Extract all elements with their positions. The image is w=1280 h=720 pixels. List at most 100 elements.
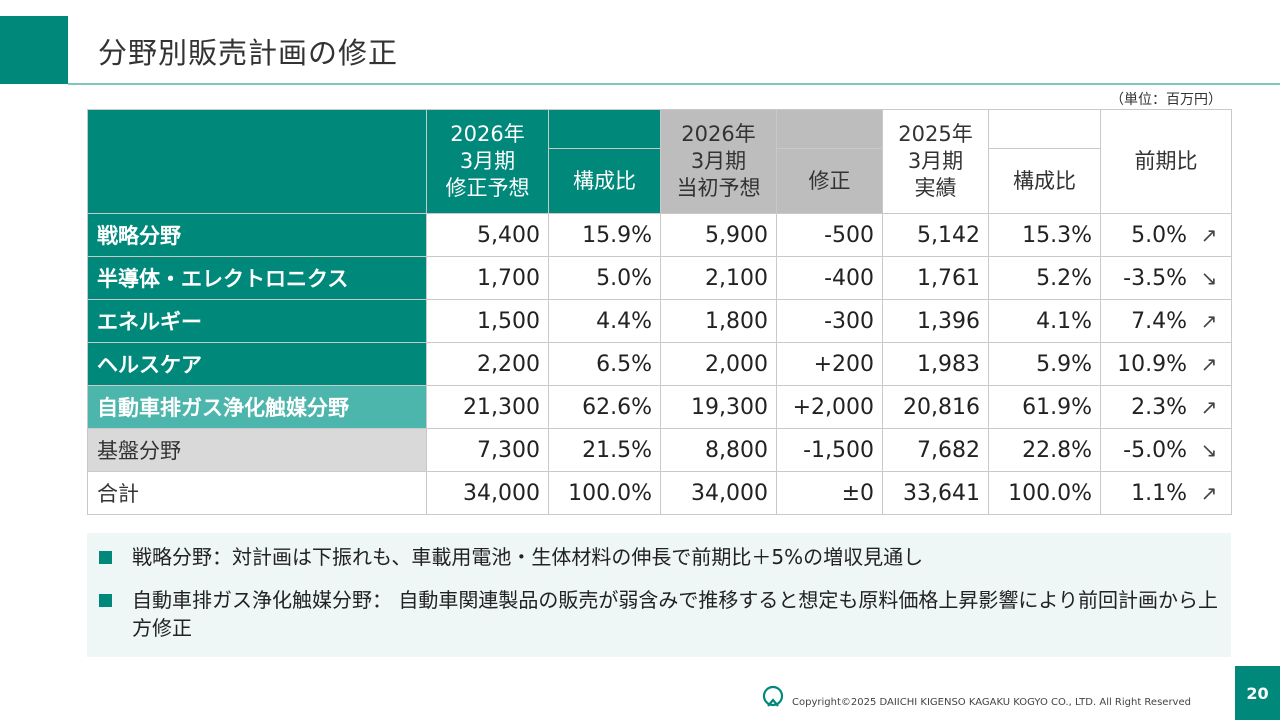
header-composition2: 構成比: [988, 148, 1101, 214]
page-title: 分野別販売計画の修正: [98, 36, 399, 70]
row-label: エネルギー: [87, 299, 427, 343]
cell-revision: ±0: [776, 471, 883, 515]
trend-up-icon: ↗: [1200, 480, 1218, 505]
unit-label: （単位：百万円）: [1110, 92, 1222, 108]
cell-initial: 2,100: [660, 256, 777, 300]
cell-actual: 7,682: [882, 428, 989, 472]
header-composition2-top: [988, 109, 1101, 149]
cell-ratio: 21.5%: [548, 428, 661, 472]
cell-ratio: 5.0%: [548, 256, 661, 300]
header-forecast-revised-text: 2026年 3月期 修正予想: [445, 122, 530, 200]
page-number: 20: [1235, 666, 1280, 720]
cell-revised: 1,500: [426, 299, 549, 343]
title-underline: [68, 83, 1280, 85]
note-text: 自動車排ガス浄化触媒分野： 自動車関連製品の販売が弱含みで推移すると想定も原料価…: [132, 588, 1218, 640]
cell-initial: 2,000: [660, 342, 777, 386]
cell-actual-ratio: 5.2%: [988, 256, 1101, 300]
trend-down-icon: ↘: [1200, 437, 1218, 462]
sales-plan-table: 2026年 3月期 修正予想 2026年 3月期 当初予想 2025年 3月期 …: [87, 109, 1232, 515]
cell-yoy: 2.3% ↗: [1100, 385, 1232, 429]
trend-up-icon: ↗: [1200, 222, 1218, 247]
cell-yoy: 5.0% ↗: [1100, 213, 1232, 257]
cell-revision: +200: [776, 342, 883, 386]
header-yoy: 前期比: [1100, 109, 1232, 214]
yoy-value: 1.1%: [1131, 480, 1187, 506]
header-composition1: 構成比: [548, 148, 661, 214]
cell-actual-ratio: 5.9%: [988, 342, 1101, 386]
cell-actual-ratio: 4.1%: [988, 299, 1101, 343]
cell-revised: 21,300: [426, 385, 549, 429]
table-row: 自動車排ガス浄化触媒分野 21,300 62.6% 19,300 +2,000 …: [87, 385, 1232, 429]
cell-actual: 1,396: [882, 299, 989, 343]
cell-actual: 33,641: [882, 471, 989, 515]
cell-revised: 34,000: [426, 471, 549, 515]
header-composition1-top: [548, 109, 661, 149]
trend-up-icon: ↗: [1200, 308, 1218, 333]
row-label: 自動車排ガス浄化触媒分野: [87, 385, 427, 429]
header-revision: 修正: [776, 148, 883, 214]
header-revision-top: [776, 109, 883, 149]
cell-revised: 7,300: [426, 428, 549, 472]
cell-ratio: 6.5%: [548, 342, 661, 386]
yoy-value: 5.0%: [1131, 222, 1187, 248]
header-forecast-initial-text: 2026年 3月期 当初予想: [676, 122, 761, 200]
cell-revised: 5,400: [426, 213, 549, 257]
cell-actual-ratio: 15.3%: [988, 213, 1101, 257]
notes-box: 戦略分野：対計画は下振れも、車載用電池・生体材料の伸長で前期比＋5%の増収見通し…: [87, 533, 1231, 657]
header-forecast-initial: 2026年 3月期 当初予想: [660, 109, 777, 214]
table-row: 合計 34,000 100.0% 34,000 ±0 33,641 100.0%…: [87, 471, 1232, 515]
table-row: ヘルスケア 2,200 6.5% 2,000 +200 1,983 5.9% 1…: [87, 342, 1232, 386]
header-actual-prev-text: 2025年 3月期 実績: [898, 122, 973, 200]
note-item: 自動車排ガス浄化触媒分野： 自動車関連製品の販売が弱含みで推移すると想定も原料価…: [99, 586, 1219, 642]
header-actual-prev: 2025年 3月期 実績: [882, 109, 989, 214]
cell-ratio: 100.0%: [548, 471, 661, 515]
cell-revised: 2,200: [426, 342, 549, 386]
cell-revision: +2,000: [776, 385, 883, 429]
cell-initial: 5,900: [660, 213, 777, 257]
cell-yoy: 1.1% ↗: [1100, 471, 1232, 515]
cell-initial: 1,800: [660, 299, 777, 343]
square-bullet-icon: [99, 551, 112, 564]
trend-down-icon: ↘: [1200, 265, 1218, 290]
cell-actual-ratio: 22.8%: [988, 428, 1101, 472]
yoy-value: 7.4%: [1131, 308, 1187, 334]
cell-initial: 34,000: [660, 471, 777, 515]
cell-ratio: 15.9%: [548, 213, 661, 257]
cell-actual-ratio: 61.9%: [988, 385, 1101, 429]
header-forecast-revised: 2026年 3月期 修正予想: [426, 109, 549, 214]
cell-revision: -1,500: [776, 428, 883, 472]
square-bullet-icon: [99, 594, 112, 607]
row-label: ヘルスケア: [87, 342, 427, 386]
yoy-value: 2.3%: [1131, 394, 1187, 420]
cell-actual: 1,761: [882, 256, 989, 300]
cell-actual-ratio: 100.0%: [988, 471, 1101, 515]
yoy-value: 10.9%: [1117, 351, 1187, 377]
cell-ratio: 62.6%: [548, 385, 661, 429]
table-row: エネルギー 1,500 4.4% 1,800 -300 1,396 4.1% 7…: [87, 299, 1232, 343]
cell-revised: 1,700: [426, 256, 549, 300]
cell-yoy: -5.0% ↘: [1100, 428, 1232, 472]
cell-ratio: 4.4%: [548, 299, 661, 343]
cell-revision: -400: [776, 256, 883, 300]
cell-revision: -300: [776, 299, 883, 343]
cell-initial: 19,300: [660, 385, 777, 429]
corner-accent: [0, 16, 68, 84]
row-label: 合計: [87, 471, 427, 515]
company-logo-icon: [762, 685, 784, 707]
table-row: 基盤分野 7,300 21.5% 8,800 -1,500 7,682 22.8…: [87, 428, 1232, 472]
cell-initial: 8,800: [660, 428, 777, 472]
cell-revision: -500: [776, 213, 883, 257]
cell-actual: 1,983: [882, 342, 989, 386]
yoy-value: -3.5%: [1123, 265, 1187, 291]
yoy-value: -5.0%: [1123, 437, 1187, 463]
cell-yoy: 10.9% ↗: [1100, 342, 1232, 386]
note-item: 戦略分野：対計画は下振れも、車載用電池・生体材料の伸長で前期比＋5%の増収見通し: [99, 543, 1219, 571]
cell-actual: 5,142: [882, 213, 989, 257]
table-row: 半導体・エレクトロニクス 1,700 5.0% 2,100 -400 1,761…: [87, 256, 1232, 300]
copyright-text: Copyright©2025 DAIICHI KIGENSO KAGAKU KO…: [792, 697, 1191, 708]
table-row: 戦略分野 5,400 15.9% 5,900 -500 5,142 15.3% …: [87, 213, 1232, 257]
header-blank-cell: [87, 109, 427, 214]
cell-yoy: 7.4% ↗: [1100, 299, 1232, 343]
note-text: 戦略分野：対計画は下振れも、車載用電池・生体材料の伸長で前期比＋5%の増収見通し: [132, 545, 924, 569]
row-label: 戦略分野: [87, 213, 427, 257]
